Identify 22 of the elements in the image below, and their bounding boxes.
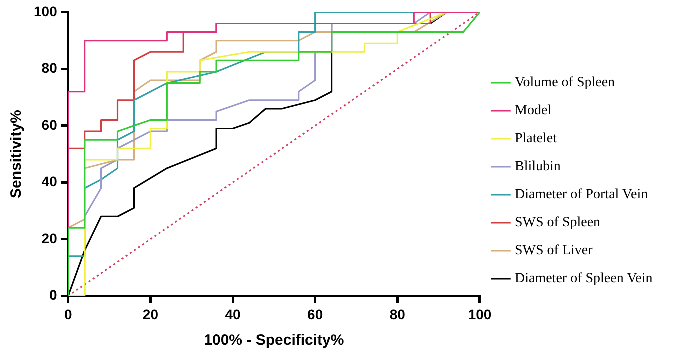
y-tick-label: 100	[34, 3, 58, 20]
x-tick-label: 0	[64, 306, 72, 322]
legend-label: Diameter of Spleen Vein	[514, 272, 653, 287]
x-tick-label: 20	[142, 306, 159, 322]
x-tick-label: 40	[225, 306, 242, 322]
y-tick-label: 60	[42, 116, 58, 133]
legend-label: Blilubin	[514, 160, 561, 175]
y-tick-label: 0	[50, 287, 58, 304]
x-tick-label: 60	[308, 306, 324, 322]
x-tick-label: 100	[468, 306, 492, 322]
y-tick-label: 80	[42, 60, 58, 76]
legend-label: Volume of Spleen	[514, 76, 616, 91]
y-tick-label: 40	[42, 174, 58, 190]
legend-label: Platelet	[514, 132, 558, 147]
legend-label: SWS of Liver	[514, 244, 594, 259]
legend-label: Diameter of Portal Vein	[514, 188, 648, 203]
x-tick-label: 80	[390, 306, 406, 322]
x-axis-title: 100% - Specificity%	[204, 332, 344, 350]
y-tick-label: 20	[42, 230, 58, 246]
y-axis-title: Sensitivity%	[8, 110, 26, 198]
legend-label: SWS of Spleen	[514, 216, 601, 231]
legend-label: Model	[514, 104, 552, 119]
